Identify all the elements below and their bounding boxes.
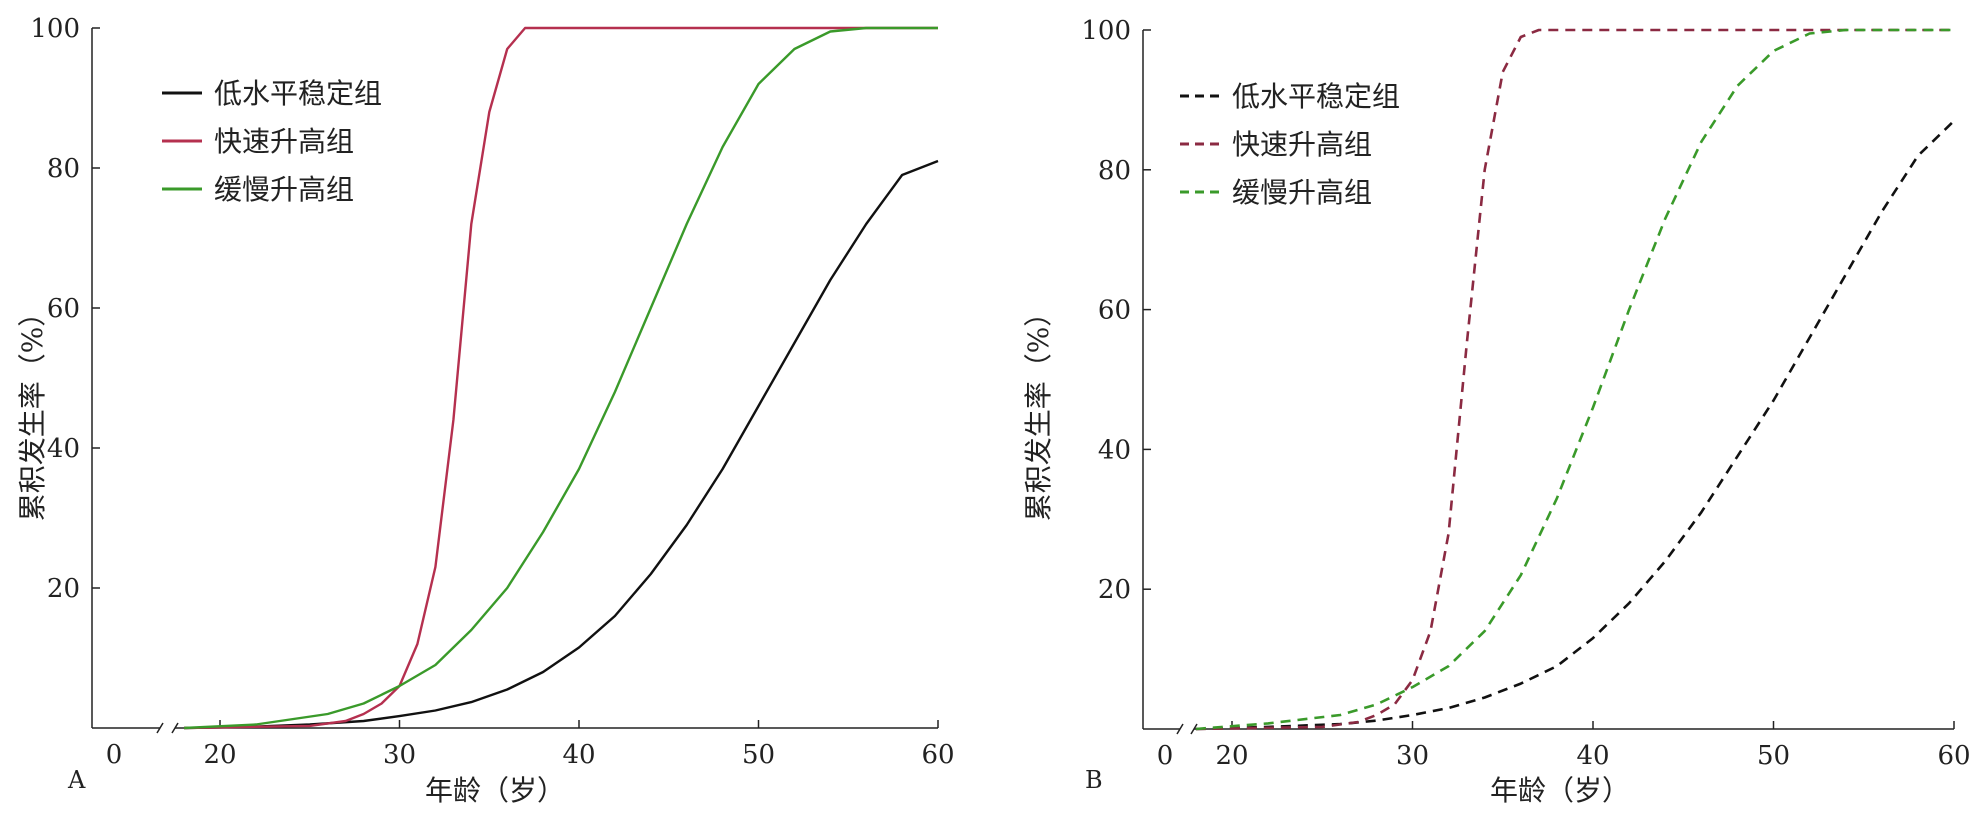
x-tick-label: 40: [562, 740, 595, 770]
y-tick-label: 60: [47, 294, 80, 324]
x-tick-label: 60: [921, 740, 954, 770]
series-line-2: [1195, 28, 1954, 731]
x-tick-label: 60: [1937, 741, 1970, 771]
axes-b: [1142, 30, 1954, 735]
x-axis-title-b: 年龄（岁）: [1490, 774, 1630, 807]
y-tick-label: 100: [30, 14, 80, 44]
series-line-0: [184, 159, 939, 730]
legend-label: 缓慢升高组: [1232, 176, 1372, 209]
y-axis-title-a: 累积发生率（%）: [16, 299, 49, 522]
series-line-0: [1195, 119, 1955, 731]
x-tick-label: 40: [1576, 741, 1609, 771]
series-line-1: [1195, 28, 1954, 731]
series-line-2: [184, 26, 938, 730]
x-tick-label: 0: [106, 740, 123, 770]
y-tick-label: 40: [47, 434, 80, 464]
legend-label: 缓慢升高组: [214, 173, 354, 206]
y-tick-label: 80: [47, 154, 80, 184]
y-ticks-a: 20 40 60 80 100: [30, 14, 100, 604]
x-tick-label: 20: [1215, 741, 1248, 771]
legend-label: 低水平稳定组: [214, 77, 382, 110]
legend-label: 低水平稳定组: [1232, 80, 1400, 113]
axis-break-mark: [156, 722, 164, 734]
legend-label: 快速升高组: [214, 125, 354, 158]
y-tick-label: 40: [1098, 435, 1131, 465]
panel-a: 累积发生率（%） 年龄（岁） A 20 40 60 80 100 0 20 30 40 50 60…: [16, 14, 955, 807]
y-tick-label: 60: [1098, 296, 1131, 326]
y-tick-label: 20: [1098, 575, 1131, 605]
panel-letter-b: B: [1085, 766, 1103, 794]
y-tick-label: 20: [47, 574, 80, 604]
axis-break-mark: [1176, 723, 1184, 735]
x-tick-label: 20: [203, 740, 236, 770]
x-axis-title-a: 年龄（岁）: [425, 774, 565, 807]
panel-letter-a: A: [67, 766, 86, 794]
x-tick-label: 0: [1157, 741, 1174, 771]
axes-a: [91, 28, 938, 734]
series-a: [184, 26, 939, 730]
x-tick-label: 30: [1396, 741, 1429, 771]
series-b: [1195, 28, 1955, 731]
y-axis-title-b: 累积发生率（%）: [1022, 299, 1055, 522]
y-ticks-b: 20 40 60 80 100: [1081, 16, 1151, 605]
x-tick-label: 50: [742, 740, 775, 770]
y-tick-label: 100: [1081, 16, 1131, 46]
x-tick-label: 30: [383, 740, 416, 770]
x-ticks-a: 0 20 30 40 50 60: [106, 720, 955, 770]
y-tick-label: 80: [1098, 156, 1131, 186]
axis-break-mark: [1190, 723, 1198, 735]
axis-break-mark: [171, 722, 179, 734]
panel-b: 累积发生率（%） 年龄（岁） B 20 40 60 80 100 0 20 30 40 50 60…: [1022, 16, 1971, 807]
legend-label: 快速升高组: [1232, 128, 1372, 161]
series-line-1: [184, 26, 938, 730]
x-ticks-b: 0 20 30 40 50 60: [1157, 721, 1971, 771]
x-tick-label: 50: [1757, 741, 1790, 771]
